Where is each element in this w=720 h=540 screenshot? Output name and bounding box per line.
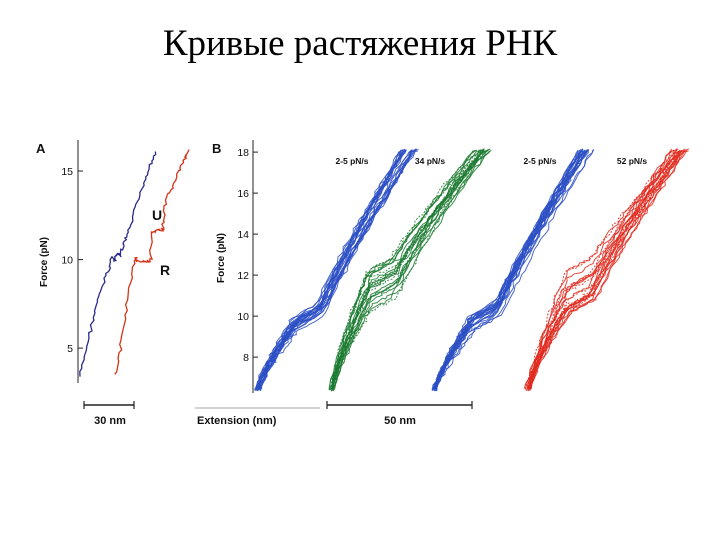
panel-b-trace bbox=[328, 150, 479, 390]
panel-b-series-4 bbox=[523, 148, 690, 392]
panel-a-scale-bar-label: 30 nm bbox=[94, 415, 126, 427]
panel-b-scale-bar-label: 50 nm bbox=[384, 415, 416, 427]
panel-b-rate-label: 2-5 pN/s bbox=[335, 156, 368, 166]
panel-b-trace bbox=[329, 149, 483, 391]
panel-b-trace bbox=[529, 148, 690, 390]
panel-a-y-axis-label: Force (pN) bbox=[39, 237, 50, 287]
panel-b-trace bbox=[332, 149, 492, 390]
panel-a-y-tick-label: 10 bbox=[61, 255, 73, 267]
panel-a-label: A bbox=[36, 141, 46, 156]
panel-b-trace bbox=[331, 148, 490, 391]
panel-b-y-tick-label: 14 bbox=[237, 229, 249, 241]
panel-b-trace bbox=[329, 149, 476, 390]
panel-b-trace bbox=[254, 149, 404, 391]
panel-b-y-tick-label: 8 bbox=[243, 352, 249, 364]
panel-b-trace bbox=[527, 150, 685, 391]
panel-b-trace bbox=[330, 149, 485, 392]
panel-a-traces bbox=[79, 149, 190, 377]
panel-b: B Force (pN) 8 10 12 14 16 18 2-5 pN/s 34 pN/s… bbox=[195, 140, 690, 427]
panel-b-y-axis-label: Force (pN) bbox=[216, 233, 227, 283]
panel-b-rate-label: 34 pN/s bbox=[415, 156, 446, 166]
panel-b-traces bbox=[254, 148, 690, 392]
panel-b-trace bbox=[528, 149, 682, 390]
panel-b-trace bbox=[435, 150, 587, 390]
panel-b-y-tick-label: 10 bbox=[237, 311, 249, 323]
panel-b-trace bbox=[332, 149, 485, 391]
panel-b-trace bbox=[260, 148, 419, 390]
panel-b-trace bbox=[330, 148, 485, 390]
panel-b-rate-label: 52 pN/s bbox=[617, 156, 648, 166]
panel-b-trace bbox=[331, 149, 484, 390]
panel-a-y-ticks: 5 10 15 bbox=[61, 166, 83, 355]
panel-a-trace-2 bbox=[114, 149, 190, 375]
panel-b-trace bbox=[331, 149, 485, 391]
panel-b-trace bbox=[259, 150, 414, 390]
panel-b-trace bbox=[332, 150, 491, 390]
panel-b-trace bbox=[527, 148, 677, 391]
annotation-u: U bbox=[152, 207, 162, 223]
panel-a-trace-1 bbox=[79, 151, 157, 377]
panel-b-trace bbox=[328, 150, 477, 391]
panel-b-series-3 bbox=[431, 148, 595, 392]
panel-a-y-tick-label: 5 bbox=[67, 343, 73, 355]
panel-b-rate-label: 2-5 pN/s bbox=[523, 156, 556, 166]
panel-b-trace bbox=[530, 150, 689, 390]
panel-b-trace bbox=[432, 148, 584, 391]
panel-b-trace bbox=[331, 150, 489, 391]
slide-title: Кривые растяжения РНК bbox=[162, 23, 558, 64]
panel-b-series-1 bbox=[254, 148, 419, 392]
panel-b-trace bbox=[433, 150, 583, 390]
panel-b-y-tick-label: 18 bbox=[237, 147, 249, 159]
panel-b-trace bbox=[255, 150, 406, 391]
panel-b-y-ticks: 8 10 12 14 16 18 bbox=[237, 147, 258, 364]
panel-a-y-tick-label: 15 bbox=[61, 166, 73, 178]
panel-b-y-tick-label: 12 bbox=[237, 270, 249, 282]
panel-a: A Force (pN) 5 10 15 U R 30 nm bbox=[36, 140, 190, 427]
panel-b-label: B bbox=[212, 141, 221, 156]
panel-b-trace bbox=[334, 148, 491, 390]
panel-b-rate-labels: 2-5 pN/s 34 pN/s 2-5 pN/s 52 pN/s bbox=[335, 156, 647, 166]
panel-b-series-2 bbox=[328, 148, 492, 392]
panel-b-trace bbox=[527, 150, 683, 392]
panel-b-y-tick-label: 16 bbox=[237, 188, 249, 200]
panel-b-trace bbox=[434, 149, 589, 390]
panel-b-trace bbox=[435, 149, 595, 390]
panel-b-x-axis-label: Extension (nm) bbox=[197, 415, 277, 427]
annotation-r: R bbox=[160, 262, 170, 278]
panel-b-trace bbox=[529, 150, 682, 391]
panel-b-trace bbox=[526, 150, 679, 390]
